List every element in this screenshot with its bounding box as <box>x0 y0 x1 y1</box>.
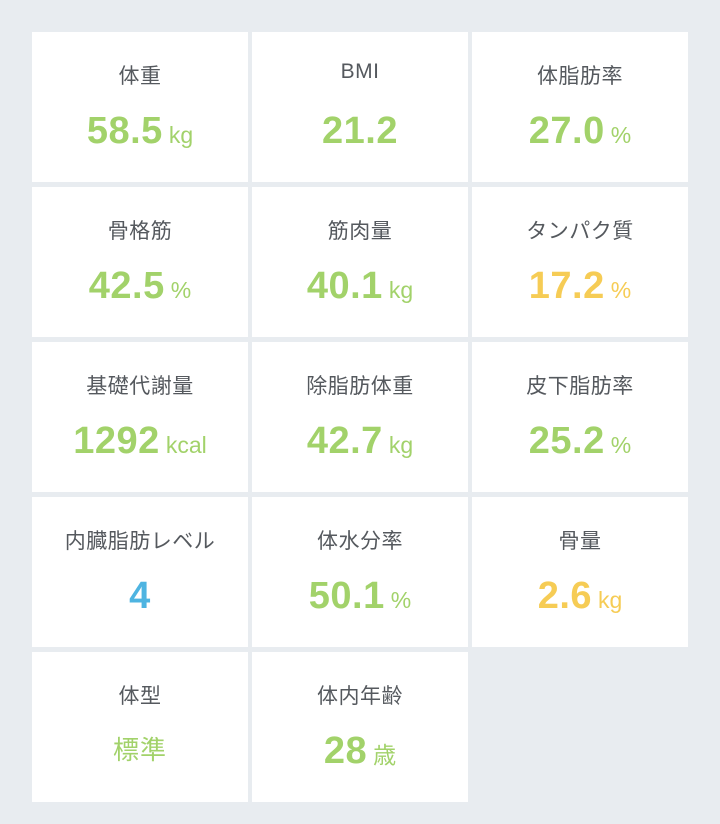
metric-value: 42.7 <box>306 420 383 462</box>
metric-unit: % <box>610 122 632 148</box>
metric-card-body-water[interactable]: 体水分率 50.1% <box>252 497 468 647</box>
metric-unit: % <box>610 432 632 458</box>
metric-value: 21.2 <box>322 110 398 152</box>
metric-value-line: 2.6 kg <box>472 575 688 618</box>
metric-value-line: 21.2 <box>252 110 468 153</box>
metric-card-body-type[interactable]: 体型 標準 <box>32 652 248 802</box>
metric-unit: kg <box>388 432 414 458</box>
metric-value-line: 4 <box>32 575 248 618</box>
metric-value: 42.5 <box>88 265 165 307</box>
metric-card-muscle-mass[interactable]: 筋肉量 40.1 kg <box>252 187 468 337</box>
metric-value-line: 50.1% <box>252 575 468 618</box>
metric-card-bmr[interactable]: 基礎代謝量 1292 kcal <box>32 342 248 492</box>
metric-unit: kg <box>598 587 623 613</box>
metric-unit: kg <box>388 277 414 303</box>
metric-card-body-age[interactable]: 体内年齢 28 歳 <box>252 652 468 802</box>
metric-value-line: 27.0% <box>472 110 688 153</box>
metric-card-subcutaneous-fat[interactable]: 皮下脂肪率 25.2% <box>472 342 688 492</box>
metric-label: 体重 <box>118 65 162 88</box>
metric-unit: kcal <box>165 432 207 458</box>
metric-value: 50.1 <box>308 575 385 617</box>
metric-value-line: 42.5% <box>32 265 248 308</box>
metric-label: 骨格筋 <box>107 220 173 243</box>
metric-label: タンパク質 <box>526 220 634 243</box>
metric-label: 体型 <box>118 685 162 708</box>
metric-card-skeletal-muscle[interactable]: 骨格筋 42.5% <box>32 187 248 337</box>
metric-label: 除脂肪体重 <box>306 375 414 398</box>
metric-unit: 歳 <box>373 742 397 768</box>
metric-value: 28 <box>323 730 368 772</box>
metric-value: 58.5 <box>86 110 163 152</box>
metric-card-body-fat[interactable]: 体脂肪率 27.0% <box>472 32 688 182</box>
metric-card-protein[interactable]: タンパク質 17.2% <box>472 187 688 337</box>
metric-value: 1292 <box>73 420 160 462</box>
metric-card-lean-body-mass[interactable]: 除脂肪体重 42.7 kg <box>252 342 468 492</box>
metric-card-visceral-fat[interactable]: 内臓脂肪レベル 4 <box>32 497 248 647</box>
metric-unit: kg <box>168 122 194 148</box>
metric-label: 筋肉量 <box>327 220 393 243</box>
metric-value: 27.0 <box>528 110 605 152</box>
metric-label: 皮下脂肪率 <box>526 375 634 398</box>
metric-label: 体脂肪率 <box>537 65 623 88</box>
metric-label: BMI <box>340 60 380 83</box>
metric-value-line: 42.7 kg <box>252 420 468 463</box>
metric-value-line: 40.1 kg <box>252 265 468 308</box>
metric-value: 標準 <box>112 735 167 765</box>
metric-value-line: 28 歳 <box>252 730 468 773</box>
metric-value: 17.2 <box>528 265 605 307</box>
metric-value-line: 1292 kcal <box>32 420 248 463</box>
metric-value-line: 25.2% <box>472 420 688 463</box>
metric-unit: % <box>170 277 192 303</box>
metric-value-line: 標準 <box>32 730 248 767</box>
metric-label: 体水分率 <box>317 530 403 553</box>
metrics-grid: 体重 58.5 kg BMI 21.2 体脂肪率 27.0% 骨格筋 42.5% … <box>32 32 688 802</box>
metric-label: 骨量 <box>558 530 602 553</box>
metric-value-line: 17.2% <box>472 265 688 308</box>
metric-value: 2.6 <box>537 575 593 617</box>
metric-card-weight[interactable]: 体重 58.5 kg <box>32 32 248 182</box>
metric-card-bmi[interactable]: BMI 21.2 <box>252 32 468 182</box>
metric-unit: % <box>390 587 412 613</box>
metric-value: 25.2 <box>528 420 605 462</box>
metric-value: 4 <box>129 575 151 617</box>
metric-label: 基礎代謝量 <box>86 375 194 398</box>
metric-label: 内臓脂肪レベル <box>64 530 216 553</box>
metric-card-bone-mass[interactable]: 骨量 2.6 kg <box>472 497 688 647</box>
metric-value-line: 58.5 kg <box>32 110 248 153</box>
metric-unit: % <box>610 277 632 303</box>
metric-value: 40.1 <box>306 265 383 307</box>
metric-label: 体内年齢 <box>317 685 403 708</box>
